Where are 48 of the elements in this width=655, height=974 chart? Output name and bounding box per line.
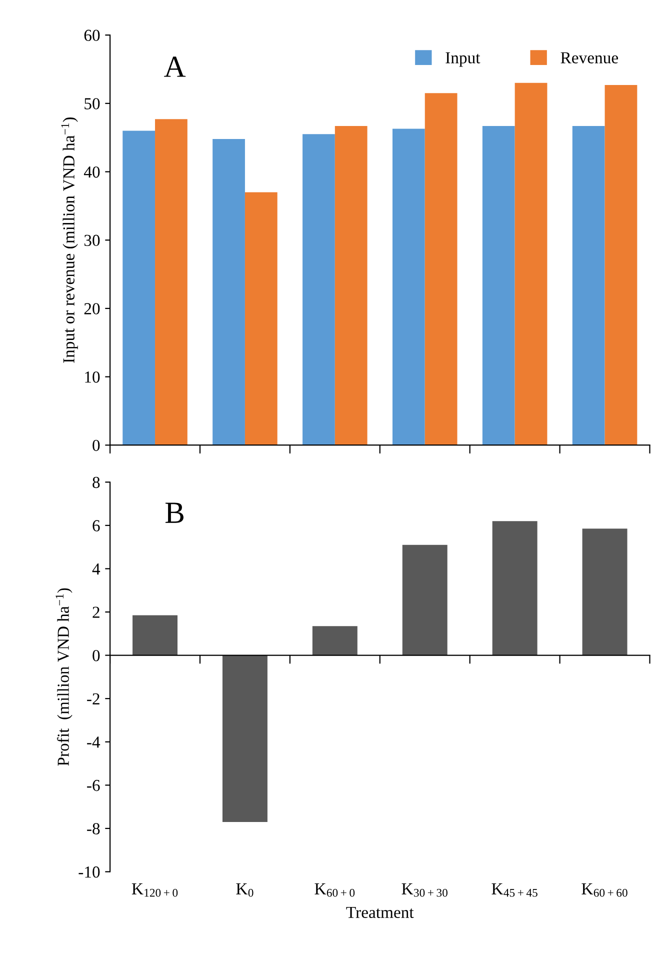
bar — [132, 615, 178, 656]
y-tick-label: 40 — [84, 166, 100, 178]
bar — [582, 528, 628, 656]
y-tick-label: 6 — [92, 520, 100, 532]
x-tick-label: K$_{0}$ — [236, 883, 254, 897]
y-tick-label: -10 — [78, 866, 100, 878]
bar — [424, 93, 458, 446]
y-tick-label: 30 — [84, 234, 100, 246]
bar — [312, 626, 358, 656]
bar — [334, 126, 368, 446]
y-tick-label: 0 — [92, 440, 100, 452]
x-tick-label: K$_{120+0}$ — [132, 883, 178, 897]
x-tick-label: K$_{60+60}$ — [582, 883, 628, 897]
y-tick-label: 10 — [85, 371, 100, 383]
bar — [212, 138, 245, 446]
bar — [222, 655, 268, 822]
bar — [492, 521, 538, 656]
y-tick-label: 60 — [84, 30, 100, 42]
y-tick-label: 2 — [92, 606, 100, 618]
x-tick-label: K$_{60+0}$ — [314, 883, 355, 897]
x-tick-label: K$_{45+45}$ — [492, 883, 538, 897]
y-tick-label: 8 — [92, 476, 100, 488]
bar — [244, 192, 278, 446]
bar — [604, 84, 638, 446]
x-tick-label: K$_{30+30}$ — [402, 883, 448, 897]
annotation: B — [165, 502, 184, 523]
y-tick-label: -8 — [87, 823, 100, 834]
y-tick-label: 50 — [84, 98, 100, 110]
y-tick-label: -6 — [87, 780, 100, 792]
y-tick-label: -4 — [87, 736, 100, 748]
annotation: A — [164, 56, 186, 77]
bar — [572, 126, 605, 446]
legend-label: Revenue — [560, 52, 618, 64]
x-axis-title: Treatment — [346, 906, 414, 918]
y-axis-title: Input or revenue (million VND ha$^{−1}$) — [61, 117, 78, 363]
bar — [392, 128, 425, 446]
bar — [122, 130, 156, 446]
y-tick-label: 4 — [92, 564, 100, 574]
bar — [302, 134, 335, 446]
y-tick-label: -2 — [87, 693, 100, 704]
legend-label: Input — [446, 52, 480, 67]
bar — [482, 126, 515, 446]
y-axis-title: Profit (million VND ha$^{−1}$) — [56, 588, 72, 766]
y-tick-label: 0 — [92, 650, 100, 662]
bar — [402, 544, 448, 656]
y-tick-label: 20 — [84, 303, 100, 314]
bar — [514, 82, 548, 446]
bar — [155, 119, 188, 446]
